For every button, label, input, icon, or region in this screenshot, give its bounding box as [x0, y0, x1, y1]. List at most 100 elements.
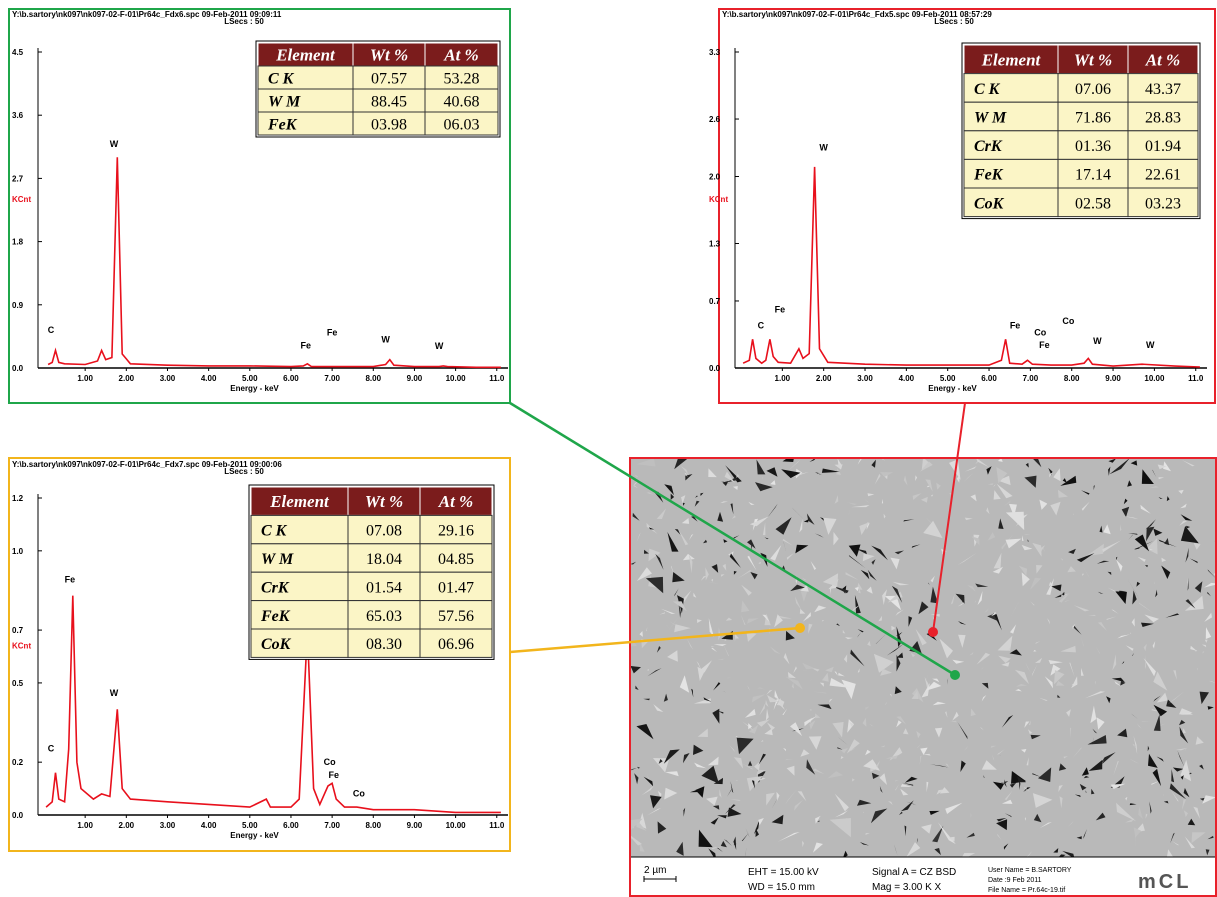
grain	[1085, 790, 1087, 793]
grain	[670, 541, 679, 546]
grain	[797, 791, 807, 802]
grain	[730, 503, 734, 515]
y-tick-label: 0.0	[709, 364, 721, 373]
grain	[664, 484, 674, 496]
grain	[1153, 580, 1155, 585]
spectrum	[47, 157, 501, 369]
grain	[667, 650, 678, 662]
grain	[1094, 680, 1096, 685]
grain	[722, 691, 727, 693]
grain	[783, 747, 786, 752]
grain	[918, 601, 929, 615]
grain	[1121, 515, 1139, 520]
table-cell-text: 01.54	[366, 579, 402, 596]
grain	[748, 723, 752, 730]
grain	[647, 668, 662, 677]
grain	[748, 724, 759, 734]
grain	[631, 561, 637, 565]
grain	[665, 771, 679, 777]
grain	[1199, 797, 1205, 801]
x-tick-label: 10.00	[446, 374, 467, 383]
grain	[849, 722, 854, 727]
grain	[725, 465, 742, 483]
grain	[668, 616, 680, 631]
grain	[894, 780, 899, 782]
peak-label: Fe	[1010, 321, 1021, 331]
grain	[936, 482, 941, 490]
grain	[981, 695, 987, 702]
peak-label: Fe	[65, 575, 76, 585]
grain	[636, 459, 656, 467]
grain	[711, 564, 719, 573]
grain	[997, 833, 1002, 840]
table-header-cell	[250, 486, 349, 516]
grain	[802, 577, 807, 581]
grain	[1039, 545, 1046, 555]
grain	[875, 632, 888, 644]
grain	[851, 505, 870, 508]
grain	[924, 677, 929, 688]
grain	[1134, 534, 1150, 552]
grain	[1023, 787, 1030, 792]
grain	[1171, 769, 1175, 783]
peak-label: Fe	[327, 328, 338, 338]
y-tick-label: 3.6	[12, 111, 24, 120]
grain	[1147, 745, 1150, 752]
grain	[863, 811, 864, 813]
grain	[784, 759, 794, 761]
grain	[865, 749, 871, 756]
grain	[814, 605, 827, 613]
grain	[932, 616, 936, 621]
grain	[834, 495, 839, 504]
grain	[758, 562, 761, 564]
grain	[774, 689, 779, 701]
grain	[1017, 776, 1026, 783]
grain	[952, 711, 959, 721]
grain	[747, 539, 756, 549]
grain	[833, 531, 839, 546]
grain	[730, 781, 734, 793]
grain	[1184, 595, 1204, 611]
x-tick-label: 8.00	[1064, 374, 1080, 383]
grain	[771, 796, 779, 809]
grain	[653, 491, 664, 503]
grain	[648, 548, 661, 562]
grain	[890, 557, 900, 570]
grain	[1004, 779, 1007, 788]
grain	[1145, 655, 1146, 669]
table-header: At %	[438, 492, 473, 511]
grain	[733, 571, 737, 575]
grain	[695, 495, 699, 498]
grain	[1134, 547, 1140, 550]
x-tick-label: 5.00	[940, 374, 956, 383]
y-tick-label: 1.2	[12, 494, 24, 503]
grain	[670, 493, 675, 500]
grain	[766, 503, 778, 520]
grain	[1025, 662, 1031, 674]
grain	[786, 459, 801, 472]
grain	[684, 472, 688, 478]
grain	[829, 698, 833, 703]
grain	[944, 711, 948, 718]
grain	[741, 584, 752, 596]
grain	[848, 544, 861, 557]
table-cell-text: 07.08	[366, 523, 402, 540]
grain	[895, 609, 904, 616]
grain	[883, 513, 886, 519]
grain	[745, 846, 747, 857]
grain	[769, 646, 781, 655]
grain	[801, 670, 807, 672]
grain	[1035, 657, 1043, 663]
grain	[1095, 645, 1100, 654]
grain	[1005, 647, 1011, 656]
grain	[737, 569, 751, 579]
grain	[996, 483, 1013, 499]
grain	[1112, 654, 1117, 671]
grain	[925, 479, 933, 492]
grain	[1025, 462, 1029, 468]
grain	[688, 554, 693, 574]
grain	[657, 821, 667, 834]
grain	[747, 685, 751, 691]
grain	[822, 672, 829, 682]
grain	[748, 501, 755, 505]
